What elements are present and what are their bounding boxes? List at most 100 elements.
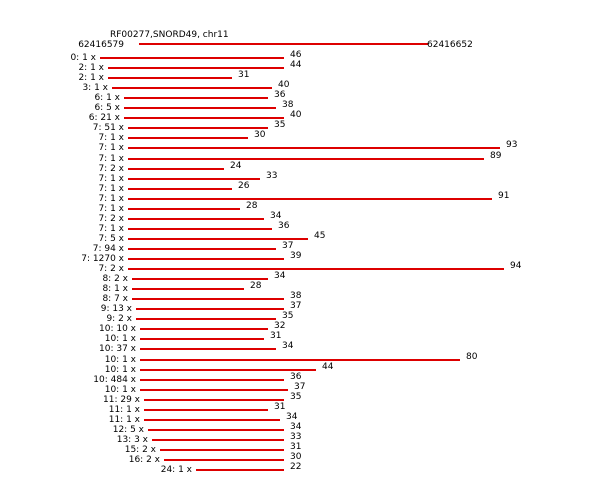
read-length: 33 xyxy=(290,431,302,442)
read-label: 7: 1270 x xyxy=(81,254,124,264)
reference-bar xyxy=(139,43,428,45)
read-length: 22 xyxy=(290,462,302,473)
read-length: 35 xyxy=(290,391,302,402)
read-label: 8: 2 x xyxy=(102,274,128,285)
read-length: 40 xyxy=(278,80,290,91)
read-bar xyxy=(132,298,284,301)
read-bar xyxy=(128,167,224,170)
read-label: 7: 1 x xyxy=(98,223,124,234)
read-bar xyxy=(140,358,460,361)
read-bar xyxy=(124,107,276,110)
read-bar xyxy=(144,398,284,401)
read-length: 44 xyxy=(322,361,334,372)
read-length: 39 xyxy=(290,251,302,261)
read-bar xyxy=(132,278,268,281)
read-label: 7: 94 x xyxy=(92,243,124,254)
read-length: 94 xyxy=(510,261,522,272)
read-bar xyxy=(108,77,232,80)
read-label: 7: 1 x xyxy=(98,183,124,194)
read-length: 45 xyxy=(314,230,326,241)
read-label: 3: 1 x xyxy=(82,83,108,94)
read-bar xyxy=(140,388,288,391)
read-length: 31 xyxy=(238,70,250,81)
read-label: 7: 1 x xyxy=(98,153,124,164)
read-bar xyxy=(112,87,272,90)
read-label: 6: 1 x xyxy=(94,93,120,104)
read-bar xyxy=(128,187,232,190)
read-label: 8: 7 x xyxy=(102,294,128,305)
read-label: 13: 3 x xyxy=(116,434,148,445)
read-label: 7: 1 x xyxy=(98,143,124,154)
read-length: 28 xyxy=(246,200,258,211)
read-label: 10: 1 x xyxy=(104,354,136,365)
read-bar xyxy=(148,428,284,431)
read-label: 10: 37 x xyxy=(99,344,136,355)
read-bar xyxy=(140,378,284,381)
read-bar xyxy=(128,258,284,260)
read-length: 40 xyxy=(290,110,302,121)
read-length: 93 xyxy=(506,140,518,151)
read-bar xyxy=(128,147,500,150)
read-length: 80 xyxy=(466,351,478,362)
read-bar xyxy=(140,348,276,351)
read-length: 91 xyxy=(498,190,510,201)
read-bar xyxy=(128,197,492,200)
coord-end-label: 62416652 xyxy=(427,40,473,50)
read-length: 36 xyxy=(278,220,290,231)
coord-start-label: 62416579 xyxy=(78,40,124,50)
read-length: 37 xyxy=(282,240,294,251)
read-label: 24: 1 x xyxy=(160,465,192,476)
read-bar xyxy=(140,368,316,371)
read-label: 8: 1 x xyxy=(102,284,128,295)
read-bar xyxy=(140,338,264,341)
read-bar xyxy=(160,448,284,451)
read-bar xyxy=(132,288,244,291)
read-length: 28 xyxy=(250,281,262,292)
read-label: 9: 2 x xyxy=(106,314,132,325)
read-length: 34 xyxy=(286,411,298,422)
read-length: 46 xyxy=(290,50,302,60)
read-label: 7: 1 x xyxy=(98,203,124,214)
read-bar xyxy=(164,459,284,461)
read-bar xyxy=(128,217,264,220)
read-length: 33 xyxy=(266,170,278,181)
read-label: 7: 2 x xyxy=(98,264,124,275)
read-label: 10: 1 x xyxy=(104,334,136,345)
read-label: 15: 2 x xyxy=(124,444,156,455)
read-label: 16: 2 x xyxy=(128,455,160,465)
read-bar xyxy=(124,117,284,120)
read-length: 30 xyxy=(254,130,266,141)
read-length: 31 xyxy=(290,441,302,452)
read-length: 37 xyxy=(294,381,306,392)
read-label: 7: 51 x xyxy=(92,123,124,134)
read-length: 36 xyxy=(290,371,302,382)
read-length: 32 xyxy=(274,321,286,332)
read-label: 7: 1 x xyxy=(98,133,124,144)
read-label: 12: 5 x xyxy=(112,424,144,435)
read-length: 30 xyxy=(290,452,302,462)
read-bar xyxy=(144,408,268,411)
read-label: 6: 21 x xyxy=(88,113,120,124)
read-length: 35 xyxy=(282,311,294,322)
read-bar xyxy=(144,418,280,421)
read-label: 10: 484 x xyxy=(93,374,136,385)
read-length: 26 xyxy=(238,180,250,191)
read-bar xyxy=(124,97,268,100)
read-label: 2: 1 x xyxy=(78,63,104,74)
read-length: 24 xyxy=(230,160,242,171)
read-length: 34 xyxy=(270,210,282,221)
read-length: 38 xyxy=(282,100,294,111)
read-label: 7: 2 x xyxy=(98,163,124,174)
read-length: 34 xyxy=(274,271,286,282)
read-length: 31 xyxy=(270,331,282,342)
read-bar xyxy=(128,137,248,140)
read-label: 10: 10 x xyxy=(99,324,136,335)
read-bar xyxy=(196,469,284,472)
read-label: 7: 1 x xyxy=(98,193,124,204)
read-bar xyxy=(128,157,484,160)
read-bar xyxy=(128,237,308,240)
read-length: 44 xyxy=(290,60,302,71)
read-length: 89 xyxy=(490,150,502,161)
read-bar xyxy=(128,227,272,230)
read-bar xyxy=(100,57,284,59)
